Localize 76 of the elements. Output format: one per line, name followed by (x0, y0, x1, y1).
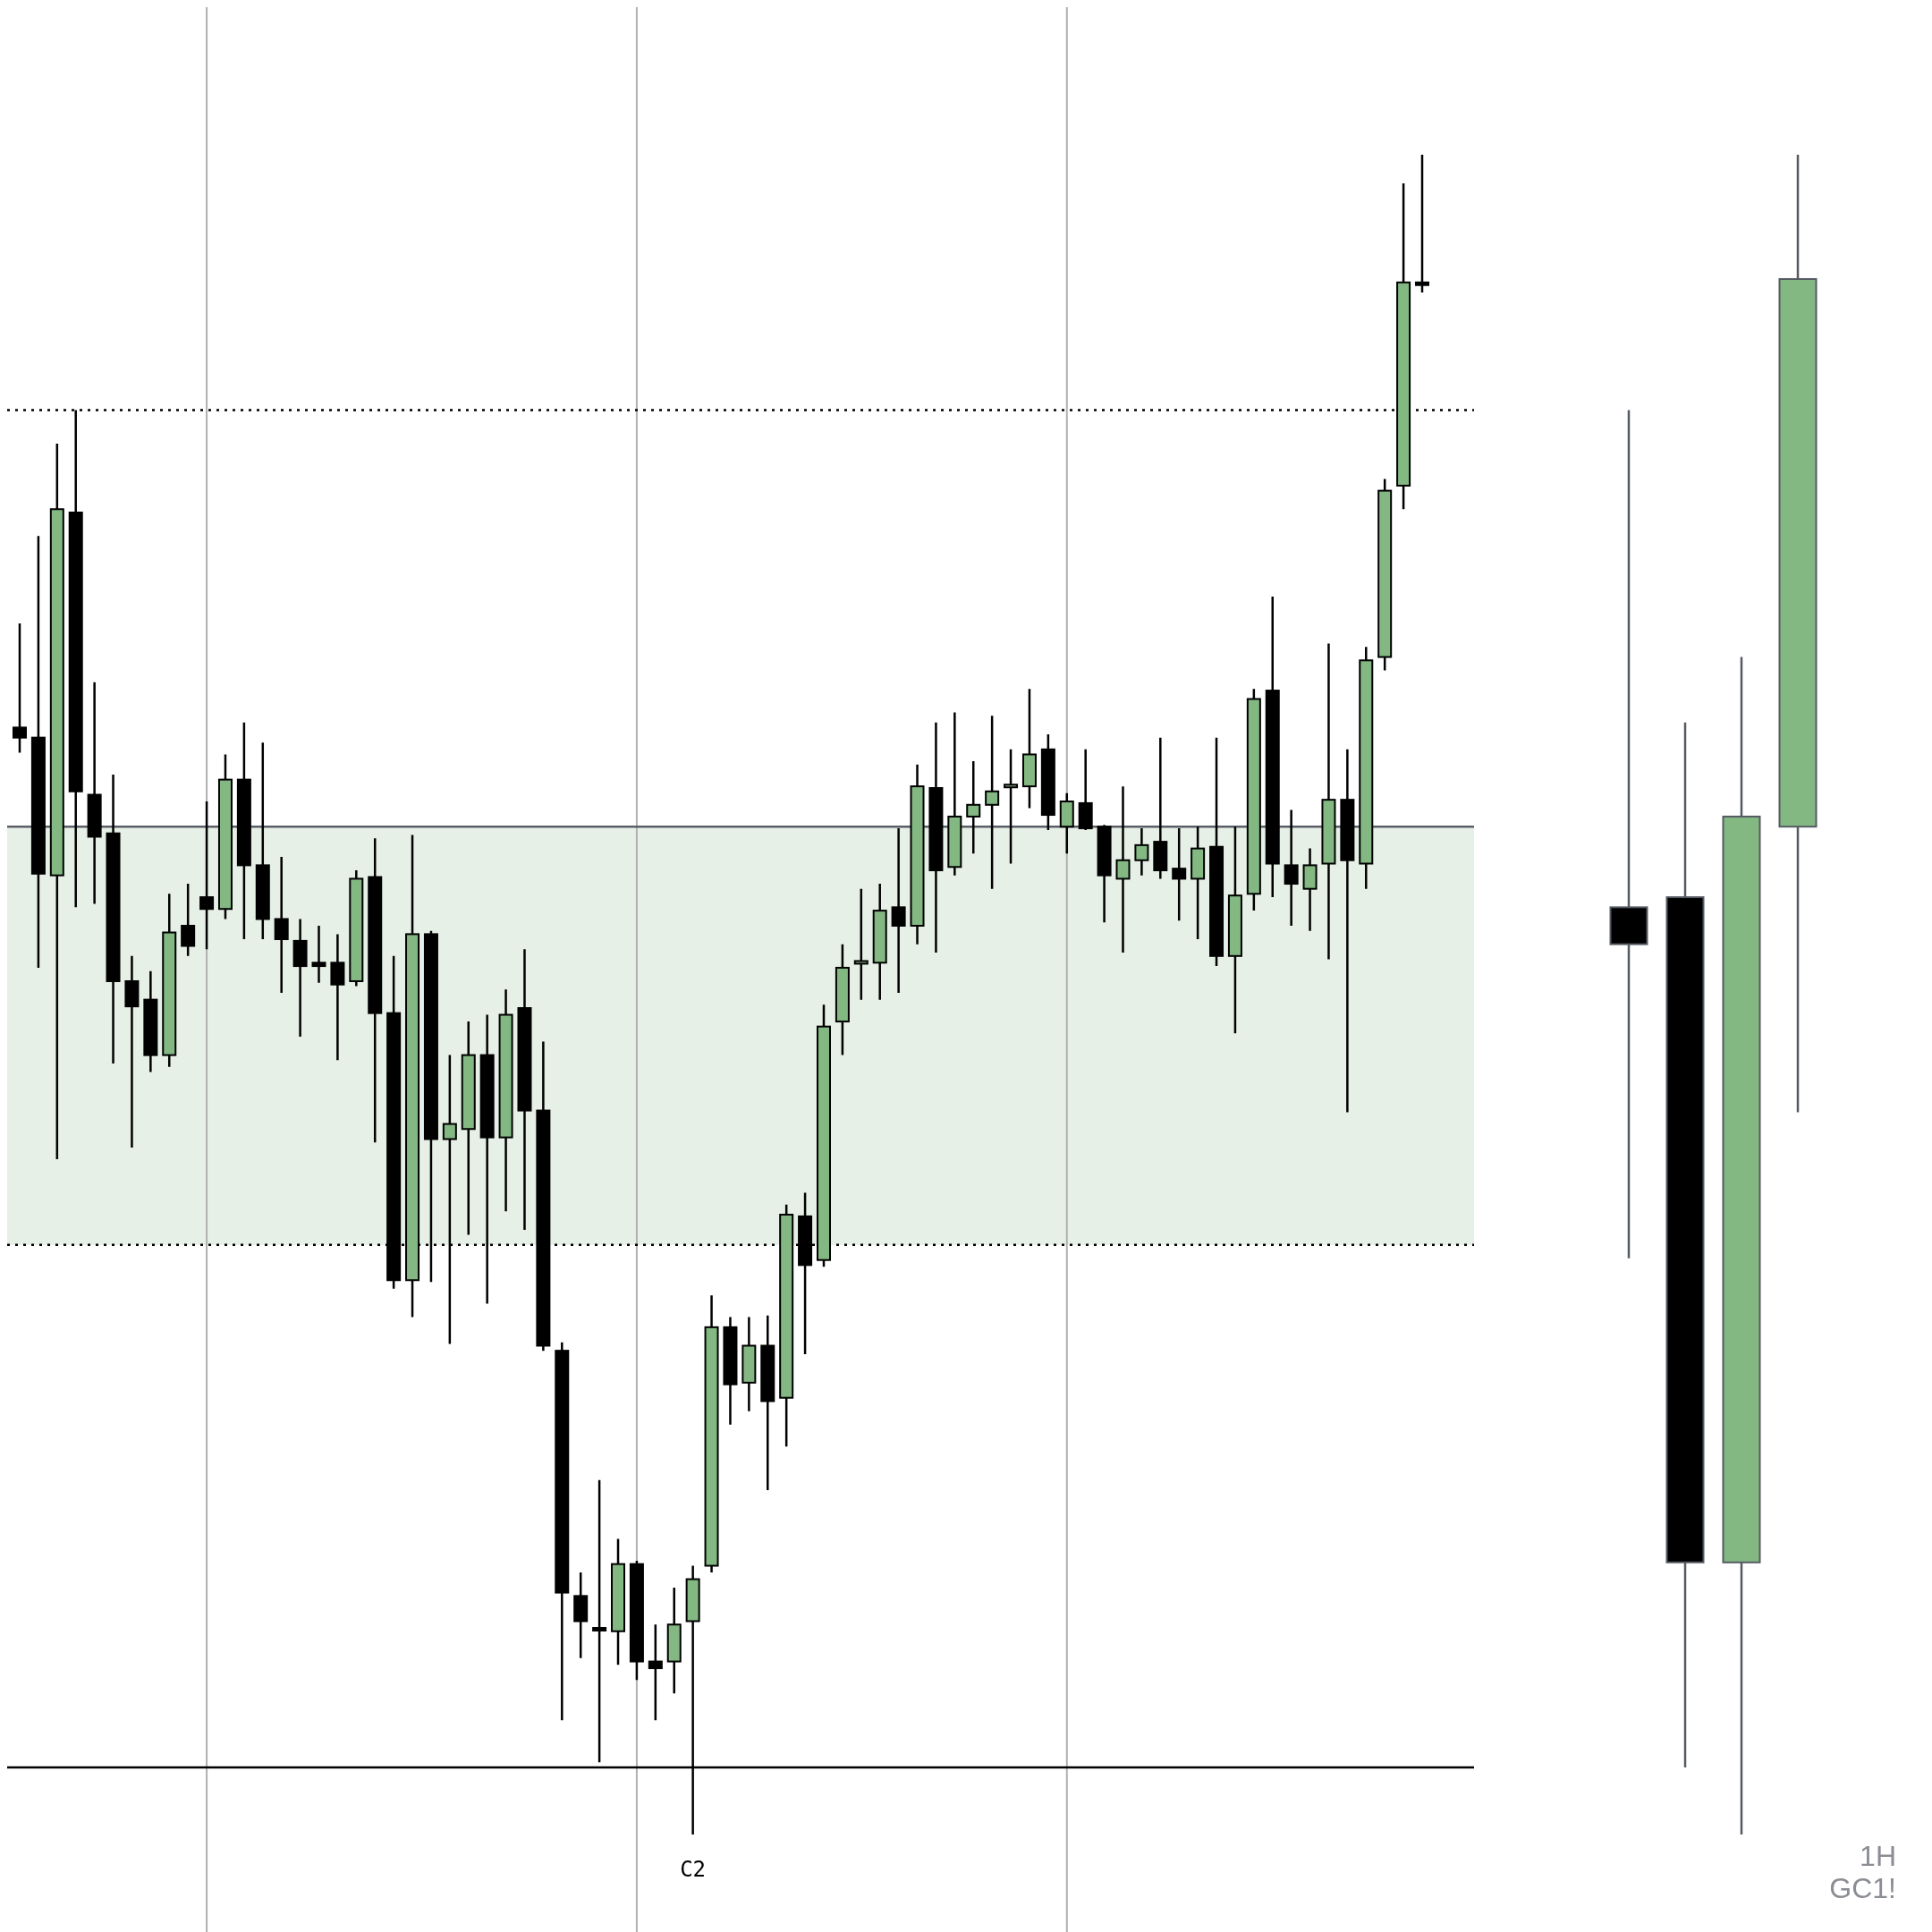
candlestick (181, 882, 196, 958)
candlestick (1021, 687, 1037, 809)
text: GC1! (1829, 1872, 1896, 1904)
candlestick (741, 1316, 757, 1412)
candlestick (1059, 792, 1074, 855)
candlestick (498, 988, 513, 1213)
candlestick (1359, 646, 1374, 890)
candlestick (236, 721, 251, 941)
candlestick (1004, 748, 1019, 865)
candlestick (629, 1559, 644, 1682)
candlestick (592, 1479, 607, 1764)
candlestick (666, 1586, 682, 1695)
candlestick (1609, 409, 1648, 1260)
candlestick (1134, 826, 1149, 877)
candlestick (853, 887, 869, 1001)
candlestick (368, 837, 383, 1144)
candlestick (910, 763, 925, 945)
candlestick (13, 622, 27, 754)
candlestick (49, 442, 64, 1161)
candlestick (947, 711, 962, 877)
candlestick (816, 1004, 831, 1268)
candlestick (1415, 153, 1429, 294)
candlestick (872, 882, 887, 1001)
candlestick (1172, 826, 1187, 922)
x-tick-label: C2 (680, 1857, 707, 1882)
candlestick (985, 715, 1000, 890)
candlestick (1265, 595, 1280, 899)
candlestick (1396, 182, 1411, 511)
candlestick (835, 943, 850, 1056)
candlestick (1284, 809, 1299, 928)
candlestick (1665, 721, 1705, 1769)
candlestick (891, 826, 906, 995)
candlestick (966, 759, 981, 855)
candlestick (928, 721, 944, 954)
candlestick (143, 970, 158, 1073)
candlestick (1778, 153, 1818, 1114)
candlestick (106, 773, 121, 1065)
candlestick (1377, 478, 1393, 672)
candlestick (1040, 733, 1055, 832)
candlestick (1115, 784, 1131, 954)
candlestick (255, 741, 270, 941)
candlestick (573, 1571, 589, 1660)
candlestick (1097, 824, 1112, 924)
candlestick (461, 1020, 476, 1236)
candlestick (517, 948, 532, 1232)
candlestick (1340, 748, 1355, 1114)
candlestick (611, 1538, 626, 1666)
candlestick (723, 1316, 738, 1427)
candlestick (1153, 736, 1168, 880)
candlestick (648, 1623, 663, 1722)
candlestick (536, 1040, 551, 1352)
candlestick (704, 1293, 719, 1574)
candlestick (274, 855, 289, 995)
text: 1H (1860, 1840, 1896, 1872)
candlestick (779, 1203, 794, 1448)
candlestick (162, 893, 177, 1068)
candlestick (1209, 736, 1224, 968)
candlestick (1321, 642, 1336, 961)
candlestick (217, 753, 233, 920)
candlestick (311, 924, 326, 985)
candlestick (1078, 748, 1093, 832)
candlestick (349, 869, 364, 987)
candlestick (423, 929, 438, 1284)
candlestick (330, 933, 345, 1062)
candlestick (199, 800, 215, 951)
candlestick (760, 1314, 775, 1492)
candlestick (30, 535, 46, 970)
candlestick (1246, 687, 1261, 912)
candlestick (1191, 825, 1206, 941)
candlestick (292, 918, 308, 1038)
candlestick (1722, 656, 1761, 1836)
candlestick (87, 681, 102, 905)
candlestick (1227, 825, 1242, 1035)
candlestick (555, 1341, 570, 1722)
candlestick (124, 954, 140, 1149)
candlestick (1302, 847, 1318, 932)
